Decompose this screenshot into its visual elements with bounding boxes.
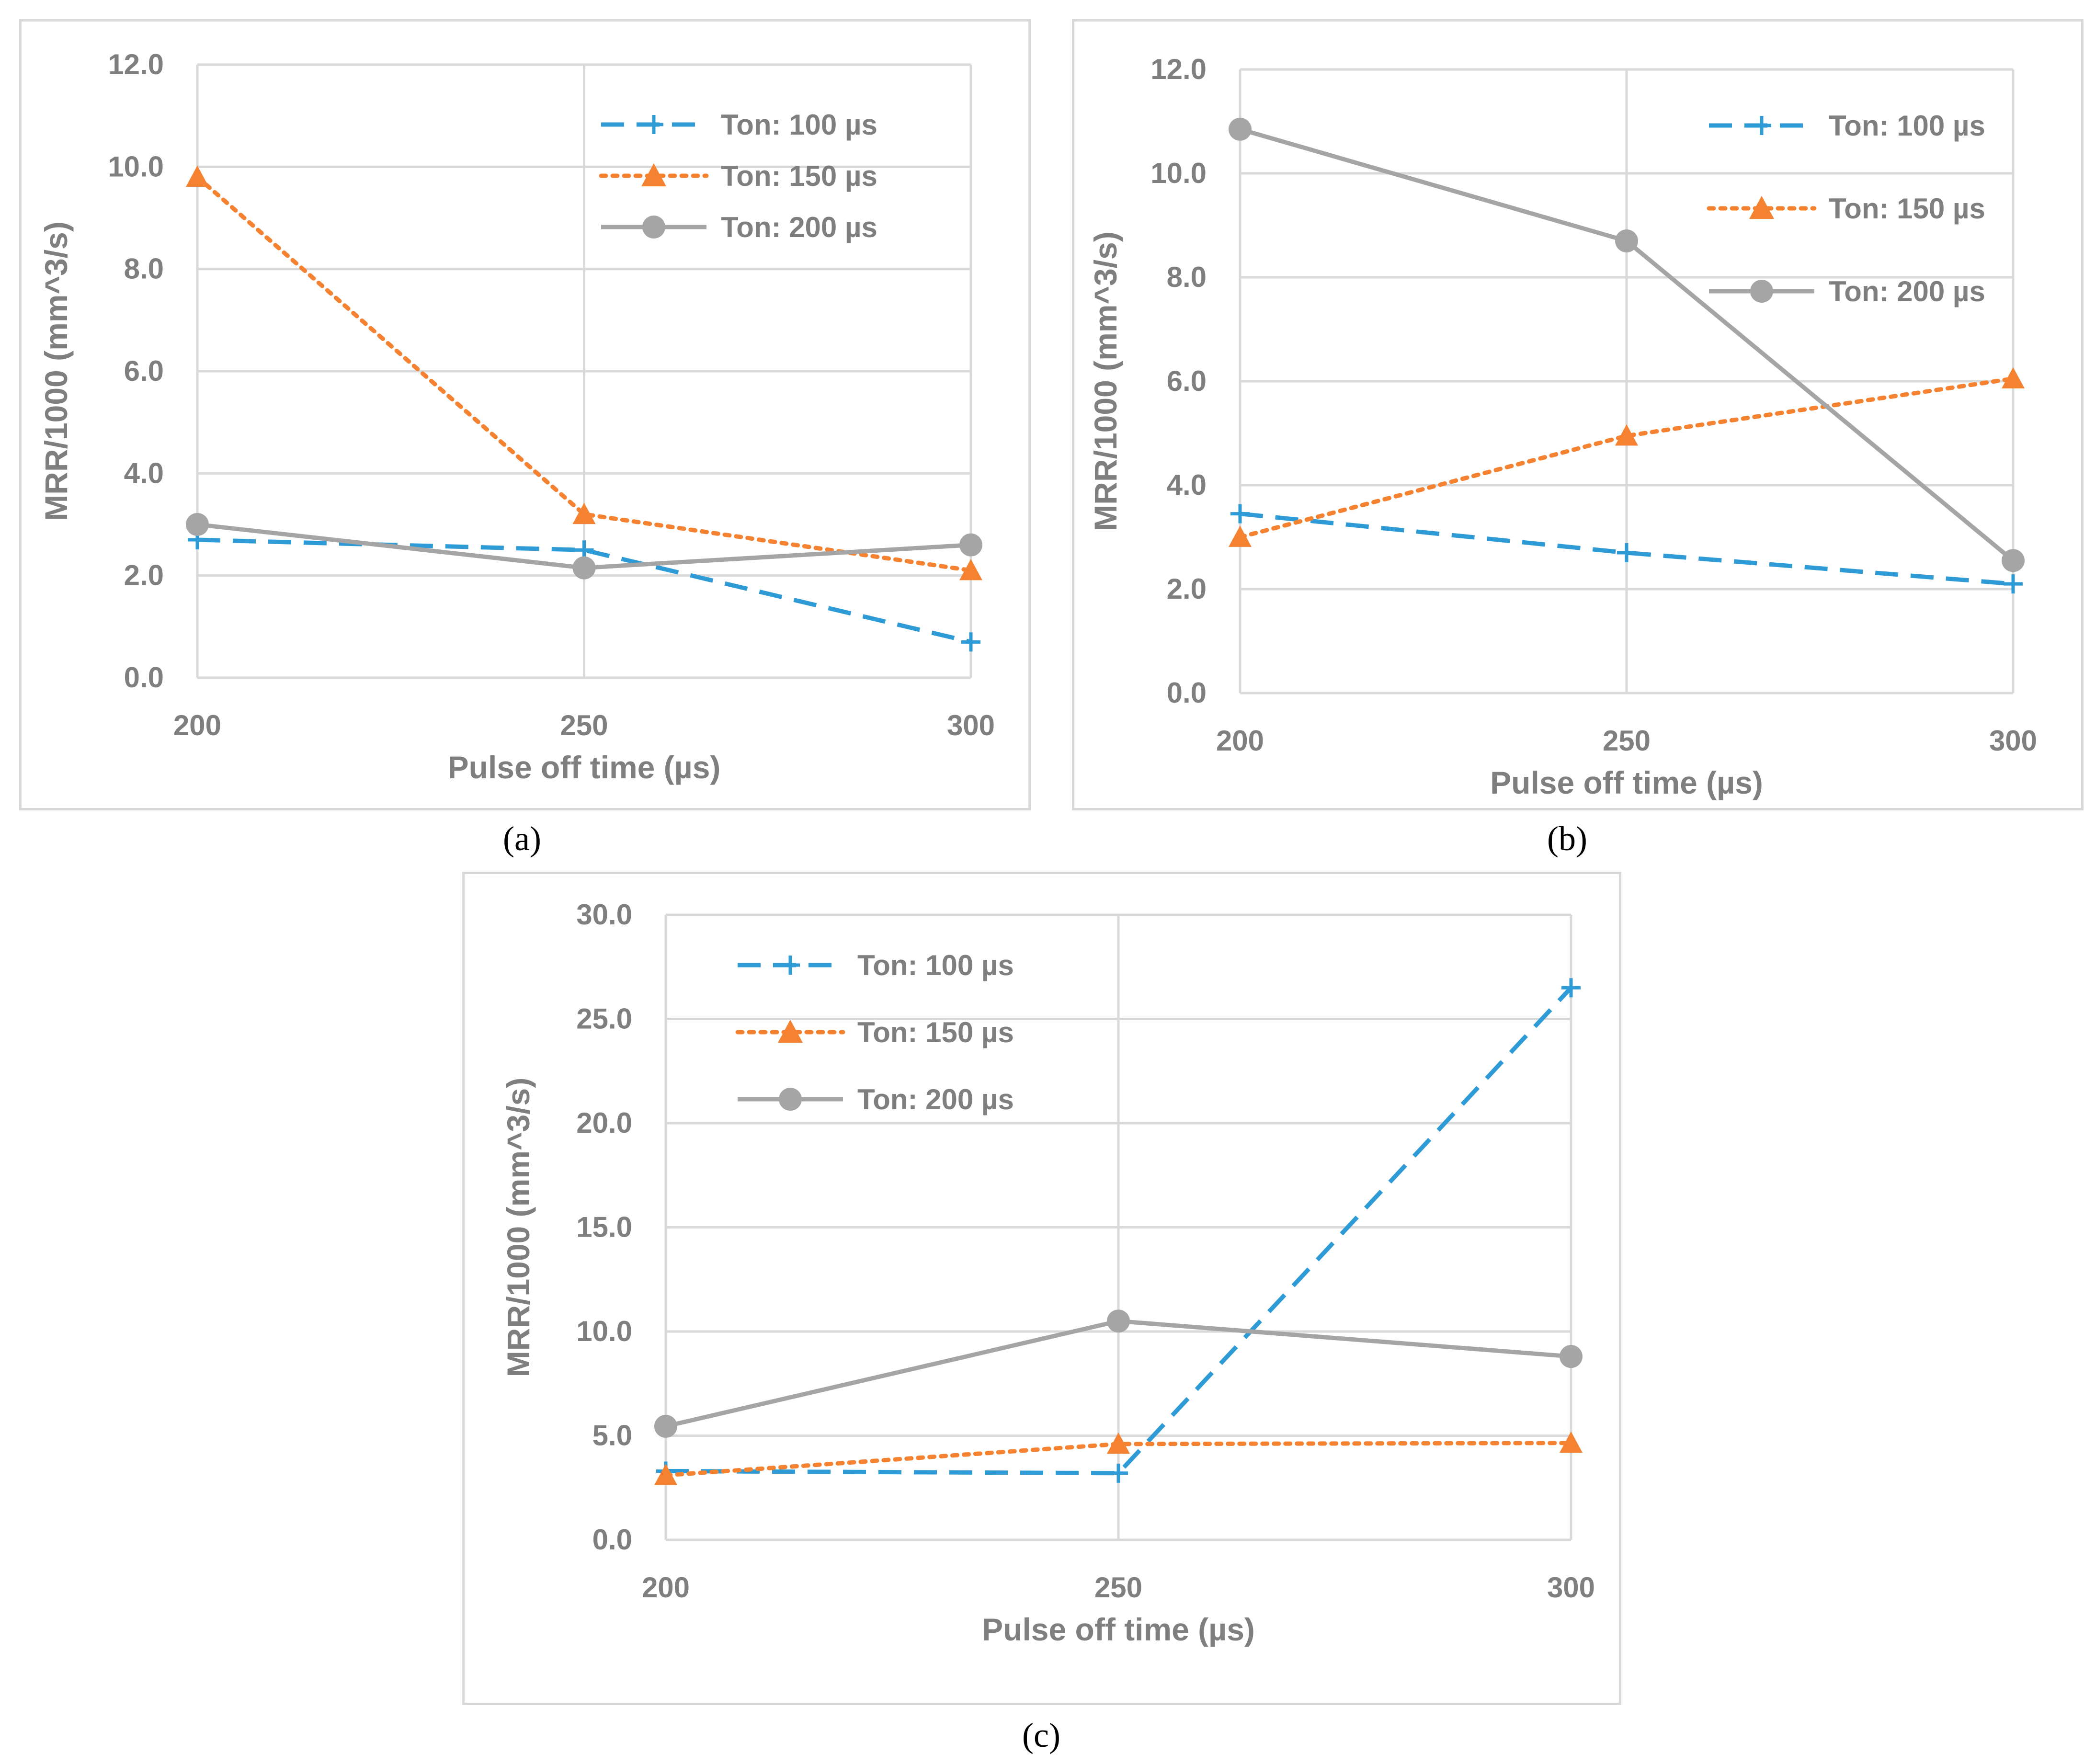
chart-c-series-3-point	[1107, 1309, 1130, 1333]
chart-b-series-3-point	[1615, 229, 1638, 253]
chart-b-legend-marker-3	[1750, 280, 1773, 303]
chart-b-legend-label-3: Ton: 200 µs	[1829, 275, 1985, 307]
chart-c-series-1-point	[1561, 978, 1581, 998]
chart-a-series-3-point	[959, 533, 982, 557]
chart-c-series-2-point	[1560, 1431, 1583, 1453]
chart-c-x-tick-label: 200	[642, 1571, 690, 1604]
chart-b-y-tick-label: 10.0	[1150, 157, 1207, 189]
chart-a-svg: 0.0 2.0 4.0 6.0 8.0 10.0 12.0 200 250 300 Pulse of…	[38, 48, 995, 785]
chart-a-y-tick-label: 12.0	[108, 48, 164, 80]
caption-c: (c)	[1022, 1716, 1060, 1754]
chart-b-x-tick-label: 250	[1603, 725, 1651, 757]
chart-a-y-axis-title: MRR/1000 (mm^3/s)	[38, 221, 74, 521]
chart-a-y-tick-label: 2.0	[124, 559, 164, 592]
chart-c-x-tick-label: 250	[1094, 1571, 1142, 1604]
chart-c-legend-marker-2	[778, 1020, 803, 1043]
chart-c-x-axis-title: Pulse off time (µs)	[982, 1612, 1255, 1647]
chart-b-series-3-point	[2002, 549, 2025, 572]
chart-c-legend-marker-1	[781, 956, 800, 975]
chart-c-y-tick-label: 15.0	[576, 1211, 632, 1243]
chart-b-series-2-point	[2002, 367, 2025, 388]
chart-a-series-2-point	[572, 502, 596, 524]
chart-c-series-3-point	[654, 1414, 677, 1438]
chart-a-y-tick-label: 8.0	[124, 253, 164, 285]
chart-a-series-2-point	[959, 559, 982, 580]
chart-a-series-2-point	[186, 165, 209, 187]
chart-b-series-2-point	[1229, 525, 1252, 547]
chart-a-y-tick-label: 4.0	[124, 457, 164, 489]
chart-b-series-line-2	[1238, 376, 2016, 539]
chart-c-legend-label-2: Ton: 150 µs	[857, 1016, 1014, 1048]
chart-a-x-axis-title: Pulse off time (µs)	[448, 750, 721, 785]
chart-a-legend-label-1: Ton: 100 µs	[721, 109, 877, 141]
chart-panel-a: 0.0 2.0 4.0 6.0 8.0 10.0 12.0 200 250 300 Pulse of…	[19, 19, 1031, 810]
chart-a-series-1-point	[961, 632, 980, 652]
chart-a-legend-label-3: Ton: 200 µs	[721, 211, 877, 243]
chart-c-x-tick-label: 300	[1547, 1571, 1595, 1604]
chart-b-y-tick-label: 12.0	[1150, 53, 1207, 85]
chart-c-legend-label-3: Ton: 200 µs	[857, 1083, 1014, 1115]
chart-b-x-tick-label: 300	[1989, 725, 2037, 757]
chart-b-series-1-point	[1230, 504, 1250, 524]
chart-a-y-tick-label: 0.0	[124, 661, 164, 694]
chart-a-x-tick-label: 250	[560, 709, 608, 741]
chart-b-y-tick-label: 0.0	[1167, 677, 1207, 709]
chart-c-y-tick-label: 20.0	[576, 1107, 632, 1139]
chart-c-y-axis-title: MRR/1000 (mm^3/s)	[501, 1078, 536, 1377]
chart-b-svg: 0.0 2.0 4.0 6.0 8.0 10.0 12.0 200 250 300 Pulse of…	[1088, 53, 2037, 800]
chart-c-y-tick-label: 0.0	[592, 1524, 632, 1556]
chart-c-series-line-1	[665, 986, 1573, 1476]
chart-c-y-tick-label: 30.0	[576, 899, 632, 931]
chart-c-series-2-point	[654, 1464, 677, 1485]
chart-a-legend-label-2: Ton: 150 µs	[721, 160, 877, 192]
chart-c-series-2-point	[1107, 1432, 1130, 1454]
chart-c-svg: 0.0 5.0 10.0 15.0 20.0 25.0 30.0 200 250 300 Pulse…	[501, 899, 1595, 1647]
caption-a: (a)	[503, 819, 541, 858]
chart-b-x-tick-label: 200	[1216, 725, 1264, 757]
chart-b-series-3-point	[1229, 117, 1252, 141]
chart-a-x-tick-label: 200	[173, 709, 221, 741]
chart-panel-c: 0.0 5.0 10.0 15.0 20.0 25.0 30.0 200 250 300 Pulse…	[462, 872, 1621, 1705]
chart-c-y-tick-label: 10.0	[576, 1315, 632, 1347]
chart-b-y-tick-label: 8.0	[1167, 261, 1207, 293]
chart-c-y-tick-label: 25.0	[576, 1003, 632, 1035]
chart-b-legend-marker-2	[1749, 196, 1774, 219]
chart-c-legend-label-1: Ton: 100 µs	[857, 949, 1014, 981]
chart-c-legend-marker-3	[779, 1088, 802, 1111]
chart-b-y-tick-label: 6.0	[1167, 365, 1207, 397]
chart-b-legend-label-1: Ton: 100 µs	[1829, 110, 1985, 142]
chart-c-y-tick-label: 5.0	[592, 1420, 632, 1452]
chart-b-y-tick-label: 2.0	[1167, 573, 1207, 605]
chart-b-x-axis-title: Pulse off time (µs)	[1490, 765, 1763, 800]
chart-a-legend-marker-2	[641, 163, 666, 187]
chart-a-series-3-point	[572, 556, 596, 580]
chart-b-legend-marker-1	[1752, 116, 1771, 135]
chart-b-series-1-point	[2004, 574, 2023, 594]
chart-c-series-3-point	[1560, 1345, 1583, 1368]
chart-a-series-3-point	[186, 513, 209, 536]
chart-b-y-axis-title: MRR/1000 (mm^3/s)	[1088, 231, 1123, 531]
chart-b-series-line-1	[1240, 512, 2014, 586]
chart-c-series-1-point	[1109, 1463, 1128, 1483]
chart-panel-b: 0.0 2.0 4.0 6.0 8.0 10.0 12.0 200 250 300 Pulse of…	[1072, 19, 2084, 810]
chart-a-y-tick-label: 10.0	[108, 150, 164, 182]
chart-b-series-1-point	[1617, 543, 1636, 563]
chart-a-legend-marker-1	[644, 115, 663, 134]
chart-b-y-tick-label: 4.0	[1167, 469, 1207, 501]
caption-b: (b)	[1547, 819, 1587, 858]
chart-a-legend-marker-3	[642, 216, 665, 239]
chart-a-y-tick-label: 6.0	[124, 355, 164, 387]
chart-a-series-1-point	[574, 540, 594, 560]
chart-a-x-tick-label: 300	[947, 709, 995, 741]
chart-b-series-2-point	[1615, 424, 1638, 446]
chart-a-series-line-1	[197, 537, 972, 644]
chart-b-legend-label-2: Ton: 150 µs	[1829, 193, 1985, 225]
